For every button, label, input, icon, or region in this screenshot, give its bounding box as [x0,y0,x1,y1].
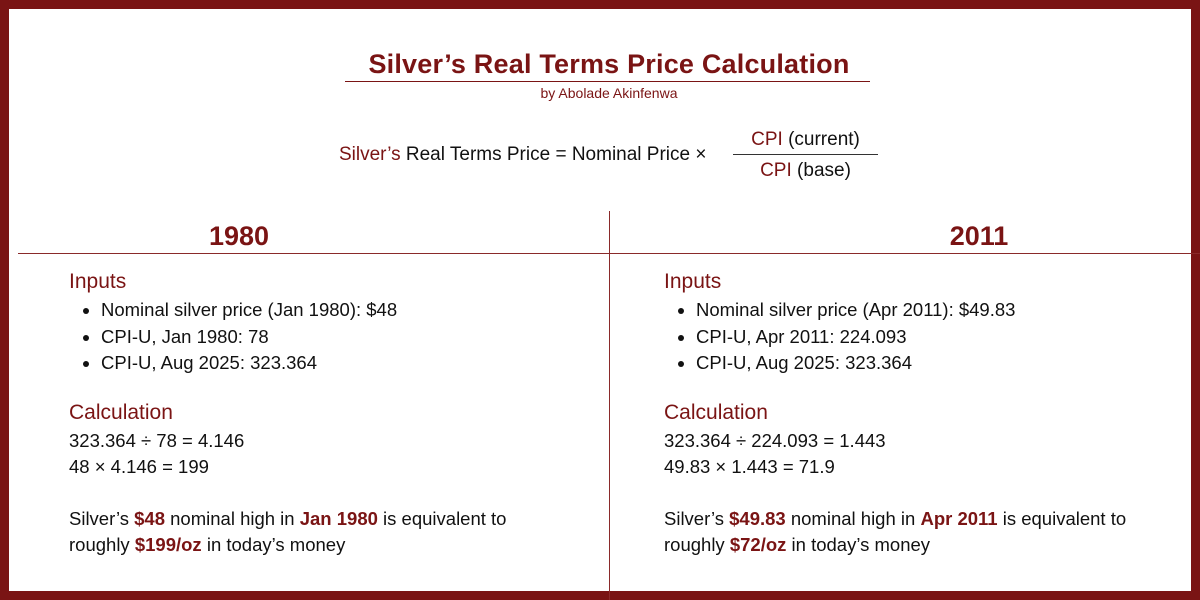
summary-part: Silver’s [664,507,730,529]
inputs-list: Nominal silver price (Apr 2011): $49.83 … [664,297,1164,377]
summary-text: Silver’s $48 nominal high in Jan 1980 is… [69,506,569,559]
list-item: CPI-U, Jan 1980: 78 [101,324,569,351]
summary-real-price: $72/oz [729,534,787,555]
calculation-line: 49.83 × 1.443 = 71.9 [664,456,835,477]
summary-part: in today’s money [201,534,346,555]
column-1980: Inputs Nominal silver price (Jan 1980): … [69,267,569,559]
column-2011: Inputs Nominal silver price (Apr 2011): … [664,267,1164,559]
numerator-text: (current) [782,129,860,150]
column-divider [609,211,610,600]
formula-lhs: Silver’s Real Terms Price = Nominal Pric… [339,144,706,166]
formula-numerator: CPI (current) [733,127,878,153]
summary-part: nominal high in [785,507,921,529]
summary-part: is equivalent to roughly [69,507,507,556]
calculation-line: 48 × 4.146 = 199 [69,456,209,477]
title-underline [345,81,870,82]
formula-denominator: CPI (base) [733,158,878,184]
list-item: CPI-U, Apr 2011: 224.093 [696,324,1164,351]
denominator-accent: CPI [760,160,792,181]
numerator-accent: CPI [751,129,783,150]
summary-part: is equivalent to roughly [664,507,1127,556]
summary-part: in today’s money [786,534,931,555]
page-title: Silver’s Real Terms Price Calculation [368,49,850,79]
formula-lhs-accent: Silver’s [339,144,401,165]
summary-date: Jan 1980 [299,507,378,529]
list-item: CPI-U, Aug 2025: 323.364 [101,350,569,377]
summary-date: Apr 2011 [920,507,998,529]
fraction-bar [733,154,878,155]
calculation-heading: Calculation [69,400,173,424]
denominator-text: (base) [791,160,851,181]
calculation-heading: Calculation [664,400,768,424]
calculation-line: 323.364 ÷ 78 = 4.146 [69,429,245,451]
summary-text: Silver’s $49.83 nominal high in Apr 2011… [664,506,1164,559]
summary-real-price: $199/oz [134,534,202,555]
calculation-line: 323.364 ÷ 224.093 = 1.443 [664,429,886,451]
byline: by Abolade Akinfenwa [540,85,678,101]
formula-lhs-text: Real Terms Price = Nominal Price × [400,144,707,165]
column-heading-1980: 1980 [208,221,270,251]
column-heading-2011: 2011 [949,221,1009,251]
list-item: Nominal silver price (Jan 1980): $48 [101,297,569,324]
inputs-heading: Inputs [69,270,127,293]
summary-nominal-price: $49.83 [729,507,786,529]
list-item: CPI-U, Aug 2025: 323.364 [696,350,1164,377]
inputs-heading: Inputs [664,270,722,293]
list-item: Nominal silver price (Apr 2011): $49.83 [696,297,1164,324]
formula-fraction: CPI (current) CPI (base) [733,127,878,184]
summary-nominal-price: $48 [134,507,165,529]
summary-part: nominal high in [165,507,300,529]
summary-part: Silver’s [69,507,135,529]
inputs-list: Nominal silver price (Jan 1980): $48 CPI… [69,297,569,377]
